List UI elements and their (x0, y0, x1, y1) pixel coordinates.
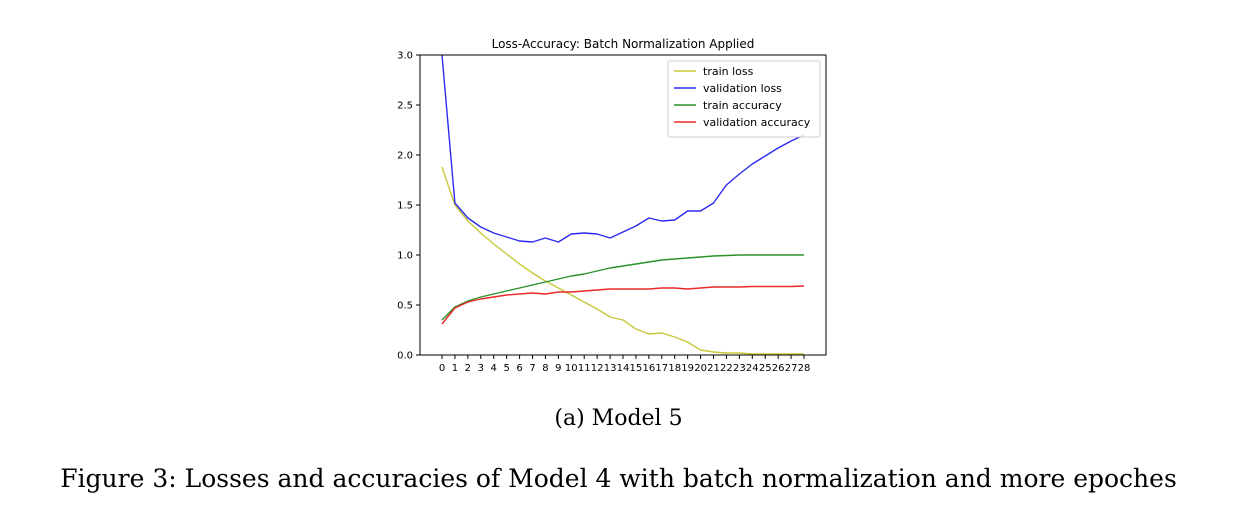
legend-box (667, 60, 821, 138)
x-tick-label: 25 (759, 363, 772, 374)
x-tick-label: 12 (591, 363, 604, 374)
x-tick-label: 8 (542, 363, 548, 374)
y-tick-label: 0.5 (397, 301, 413, 312)
x-tick-label: 9 (555, 363, 561, 374)
x-tick-label: 24 (746, 363, 759, 374)
x-tick-label: 15 (630, 363, 643, 374)
x-tick-label: 2 (465, 363, 471, 374)
x-tick-label: 22 (720, 363, 733, 374)
legend-label: train loss (703, 65, 754, 78)
y-tick-label: 0.0 (397, 351, 413, 362)
x-tick-label: 3 (478, 363, 484, 374)
series-line-validation-loss (441, 55, 805, 243)
x-tick-label: 11 (578, 363, 591, 374)
y-tick-label: 2.0 (397, 151, 413, 162)
x-tick-label: 4 (491, 363, 497, 374)
x-tick-label: 21 (707, 363, 720, 374)
x-tick-label: 5 (503, 363, 509, 374)
y-tick-label: 1.0 (397, 251, 413, 262)
y-tick-label: 2.5 (397, 101, 413, 112)
plot-area: 0.00.51.01.52.02.53.00 1 2 3 4 5 6 7 8 9 10 11 12 13 1… (397, 51, 827, 374)
loss-accuracy-chart: Loss-Accuracy: Batch Normalization Appli… (397, 37, 827, 374)
x-tick-label: 23 (733, 363, 746, 374)
series-line-validation-accuracy (441, 285, 805, 325)
legend-label: train accuracy (703, 99, 782, 112)
x-tick-label: 10 (565, 363, 578, 374)
x-tick-label: 26 (772, 363, 785, 374)
x-tick-label: 1 (452, 363, 458, 374)
y-tick-label: 1.5 (397, 201, 413, 212)
legend-label: validation loss (703, 82, 782, 95)
chart-legend: train loss validation loss train accuracy v… (667, 60, 821, 138)
x-tick-label: 17 (655, 363, 668, 374)
x-tick-label: 6 (516, 363, 522, 374)
x-tick-label: 27 (785, 363, 798, 374)
subfigure-caption: (a) Model 5 (554, 406, 683, 431)
x-tick-label: 18 (668, 363, 681, 374)
series-line-train-loss (441, 166, 804, 355)
legend-label: validation accuracy (703, 116, 811, 129)
x-tick-label: 16 (642, 363, 655, 374)
x-tick-label: 19 (681, 363, 694, 374)
figure-caption: Figure 3: Losses and accuracies of Model… (60, 464, 1177, 493)
x-tick-label: 20 (694, 363, 707, 374)
chart-title: Loss-Accuracy: Batch Normalization Appli… (492, 37, 755, 51)
x-tick-label: 7 (529, 363, 535, 374)
series-line-train-accuracy (441, 254, 804, 321)
x-tick-label: 28 (798, 363, 811, 374)
y-tick-label: 3.0 (397, 51, 413, 62)
x-tick-label: 13 (604, 363, 617, 374)
x-tick-label: 0 (439, 363, 445, 374)
x-tick-label: 14 (617, 363, 630, 374)
